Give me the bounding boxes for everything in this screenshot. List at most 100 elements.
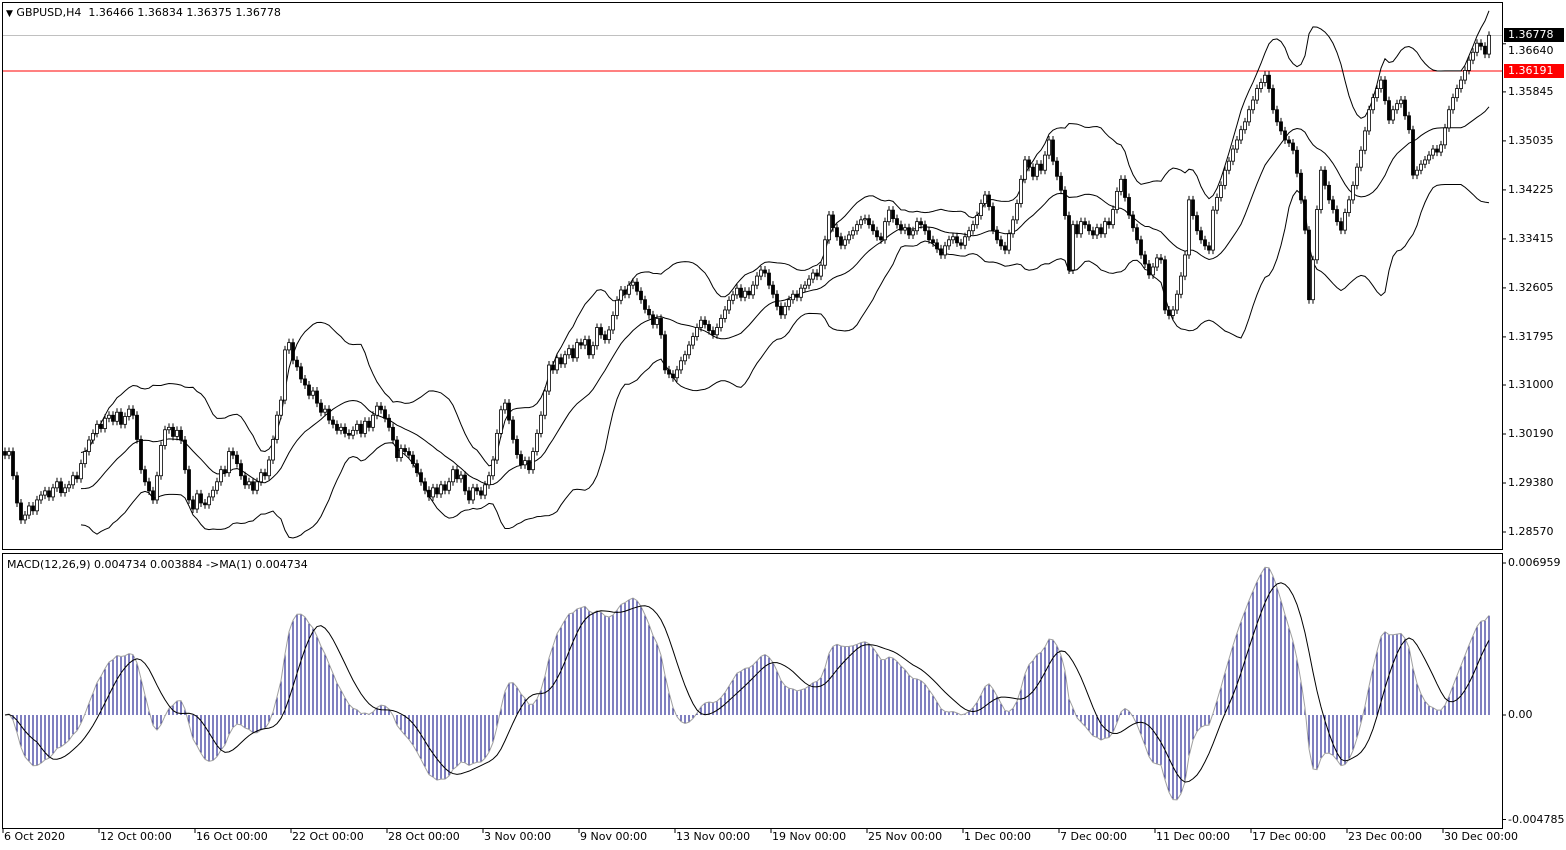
candle (891, 206, 895, 223)
candle-body (1307, 229, 1311, 301)
candle-body (1199, 230, 1203, 241)
candle (1283, 126, 1287, 144)
candle (395, 436, 399, 462)
candle (99, 420, 103, 433)
candle-body (71, 475, 75, 486)
candle (383, 405, 387, 423)
candle-body (1415, 169, 1419, 176)
candle (943, 241, 947, 259)
candle-body (1051, 139, 1055, 162)
triangle-down-icon[interactable]: ▼ (6, 9, 13, 19)
candle-body (147, 481, 151, 492)
candle-body (31, 505, 35, 512)
candle-body (847, 234, 851, 241)
candle-body (795, 293, 799, 298)
candle (815, 269, 819, 281)
candle (835, 223, 839, 241)
candle (775, 290, 779, 311)
candle-body (823, 239, 827, 266)
candle-body (1027, 159, 1031, 168)
candle (555, 353, 559, 374)
symbol-timeframe: GBPUSD,H4 (16, 6, 82, 19)
candle-body (1175, 293, 1179, 311)
price-axis-label: 1.29380 (1508, 475, 1554, 489)
candle-body (751, 284, 755, 296)
candle (411, 451, 415, 468)
candle-body (647, 308, 651, 316)
candle-body (947, 239, 951, 247)
candle (439, 480, 443, 498)
candle (499, 405, 503, 438)
candle-body (23, 514, 27, 521)
candle (1107, 217, 1111, 229)
candle (1455, 84, 1459, 102)
candle-body (211, 489, 215, 498)
candle (627, 281, 631, 299)
candle (275, 411, 279, 444)
candle-body (767, 272, 771, 286)
candle (871, 220, 875, 235)
candle (987, 191, 991, 211)
candle (1067, 211, 1071, 275)
candle-body (567, 348, 571, 356)
candle-body (1055, 160, 1059, 177)
candle (595, 323, 599, 350)
candle-body (215, 481, 219, 491)
candle (1255, 84, 1259, 105)
candle-body (1187, 199, 1191, 256)
candle-body (1115, 191, 1119, 210)
candle-body (451, 469, 455, 483)
candle (1023, 155, 1027, 184)
candle-body (175, 429, 179, 437)
candle-body (819, 264, 823, 277)
candle-body (1031, 166, 1035, 177)
candle (579, 338, 583, 350)
candle (615, 296, 619, 320)
candle (655, 314, 659, 329)
candle (111, 411, 115, 426)
time-axis-label: 19 Nov 00:00 (772, 830, 847, 843)
candle-body (643, 299, 647, 310)
candle (1275, 105, 1279, 126)
candle-body (1179, 275, 1183, 295)
candle (123, 412, 127, 429)
candle-body (851, 230, 855, 236)
candle (559, 353, 563, 368)
candle-body (867, 218, 871, 226)
candle-body (599, 327, 603, 336)
candle-body (1203, 239, 1207, 247)
candle (287, 338, 291, 354)
candle-body (1275, 109, 1279, 123)
candle (587, 335, 591, 359)
candle (191, 495, 195, 514)
candle-body (679, 360, 683, 371)
candle-body (219, 469, 223, 483)
candle (663, 330, 667, 374)
candle-body (127, 408, 131, 417)
candle (1031, 163, 1035, 181)
candle-body (1435, 148, 1439, 153)
candle-body (267, 459, 271, 477)
candle-body (1171, 309, 1175, 316)
candle (1099, 223, 1103, 238)
candle (979, 199, 983, 220)
candle (1259, 78, 1263, 93)
candle (1191, 195, 1195, 220)
candle-body (1387, 100, 1391, 121)
candle (1279, 117, 1283, 135)
candle-body (1159, 257, 1163, 261)
candle-body (195, 493, 199, 510)
price-axis-label: 1.33415 (1508, 231, 1554, 245)
candle-body (367, 420, 371, 428)
candle-body (1043, 154, 1047, 171)
candle-body (1427, 154, 1431, 161)
bollinger-upper-line (80, 10, 1490, 467)
macd-signal-line (4, 582, 1490, 783)
level-price-tag[interactable]: 1.36191 (1504, 63, 1564, 78)
candle-body (143, 469, 147, 483)
candle (355, 420, 359, 435)
candle (423, 477, 427, 495)
candle-body (123, 416, 127, 425)
candle-body (283, 349, 287, 401)
